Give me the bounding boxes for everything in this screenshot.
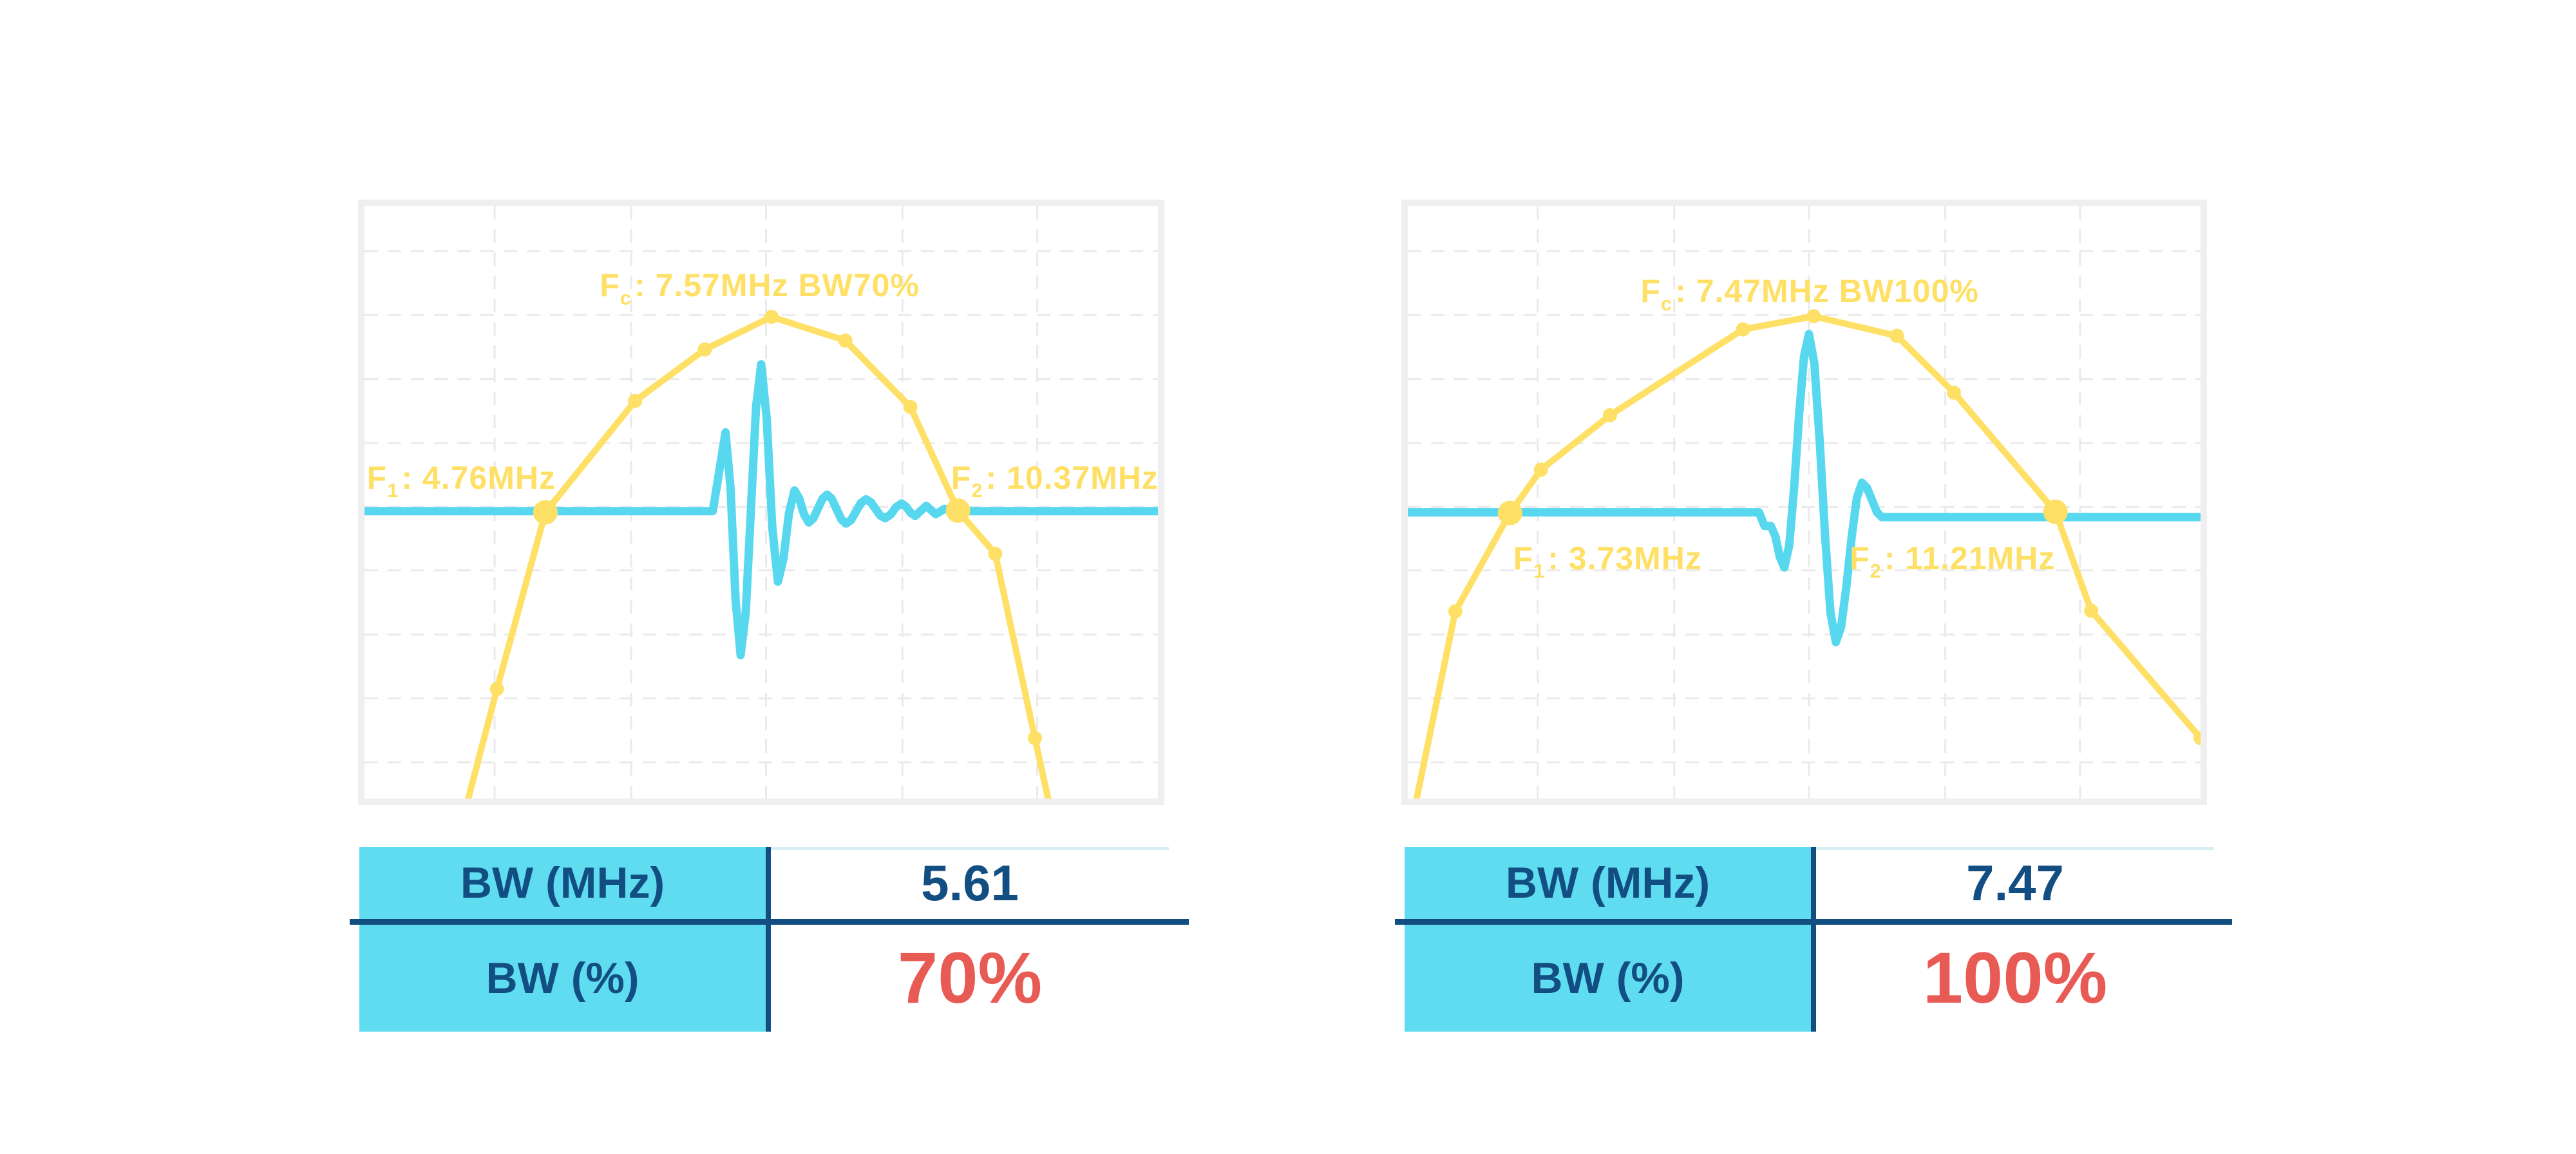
f1-value-text: : 3.73MHz: [1548, 540, 1702, 577]
bw-percent-value: 100%: [1922, 938, 2108, 1018]
fc-subscript: c: [620, 287, 632, 310]
bw-mhz-label-cell: BW (MHz): [359, 847, 766, 919]
bw-percent-value-cell: 70%: [771, 925, 1169, 1032]
f1-subscript: 1: [1533, 560, 1546, 583]
fc-subscript: c: [1660, 292, 1673, 315]
center-frequency-annotation: Fc: 7.57MHz BW70%: [600, 267, 920, 308]
table-label-column-background: [1405, 847, 1811, 1032]
fc-symbol: F: [1640, 272, 1661, 309]
f2-symbol: F: [1849, 540, 1870, 577]
bw-mhz-label: BW (MHz): [1505, 858, 1710, 907]
table-top-rule: [771, 847, 1169, 850]
lower-frequency-annotation: F1: 3.73MHz: [1513, 540, 1702, 581]
lower-frequency-annotation: F1: 4.76MHz: [366, 460, 556, 500]
bw-mhz-value-cell: 7.47: [1816, 847, 2214, 919]
chart-plot-area: [1408, 206, 2201, 799]
table-column-divider: [1811, 847, 1816, 1032]
f2-subscript: 2: [1870, 560, 1882, 583]
bw-mhz-value-cell: 5.61: [771, 847, 1169, 919]
table-top-rule: [1816, 847, 2214, 850]
f2-subscript: 2: [971, 479, 983, 502]
pulse-spectrum-chart-bw70: Fc: 7.57MHz BW70% F1: 4.76MHz F2: 10.37M…: [358, 200, 1164, 805]
chart-plot-area: [365, 206, 1158, 799]
f1-symbol: F: [366, 460, 388, 497]
bw-mhz-value: 7.47: [1966, 855, 2064, 911]
upper-frequency-annotation: F2: 10.37MHz: [951, 460, 1159, 500]
f1-subscript: 1: [387, 479, 399, 502]
fc-symbol: F: [600, 267, 620, 304]
center-frequency-annotation: Fc: 7.47MHz BW100%: [1640, 272, 1979, 314]
f2-value-text: : 11.21MHz: [1884, 540, 2056, 577]
upper-frequency-annotation: F2: 11.21MHz: [1849, 540, 2056, 581]
bw-mhz-label: BW (MHz): [460, 858, 665, 907]
f2-symbol: F: [951, 460, 972, 497]
bw-percent-value-cell: 100%: [1816, 925, 2214, 1032]
bandwidth-table-bw70: BW (MHz) 5.61 BW (%) 70%: [350, 847, 1189, 1032]
bw-percent-label: BW (%): [486, 954, 639, 1003]
f1-value-text: : 4.76MHz: [401, 460, 556, 497]
bw-mhz-value: 5.61: [921, 855, 1019, 911]
bw-percent-label-cell: BW (%): [1405, 925, 1811, 1032]
bandwidth-table-bw100: BW (MHz) 7.47 BW (%) 100%: [1395, 847, 2232, 1032]
fc-value-text: : 7.47MHz BW100%: [1675, 272, 1979, 309]
f2-value-text: : 10.37MHz: [985, 460, 1159, 497]
bw-percent-label-cell: BW (%): [359, 925, 766, 1032]
bw-percent-label: BW (%): [1531, 954, 1685, 1003]
bw-mhz-label-cell: BW (MHz): [1405, 847, 1811, 919]
table-label-column-background: [359, 847, 766, 1032]
pulse-spectrum-chart-bw100: Fc: 7.47MHz BW100% F1: 3.73MHz F2: 11.21…: [1401, 200, 2207, 805]
fc-value-text: : 7.57MHz BW70%: [634, 267, 920, 304]
table-column-divider: [766, 847, 771, 1032]
f1-symbol: F: [1513, 540, 1534, 577]
bw-percent-value: 70%: [897, 938, 1043, 1018]
